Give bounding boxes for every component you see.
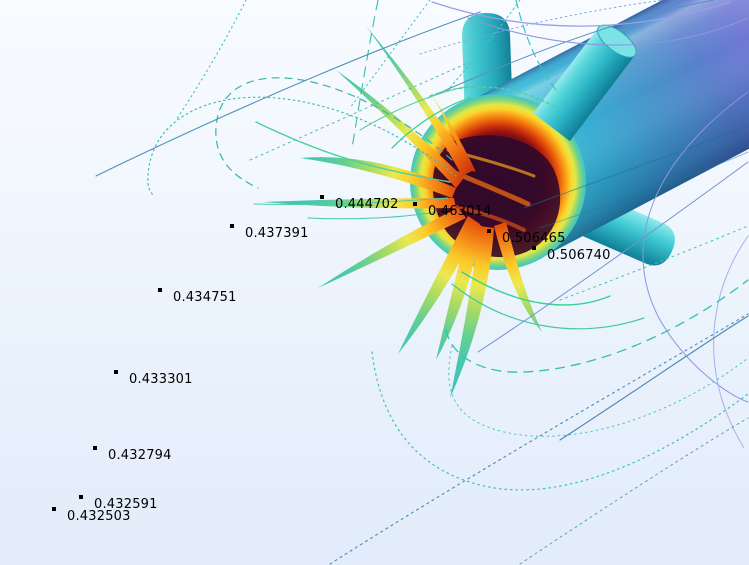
point-value: 0.433301 (129, 372, 193, 387)
streamlines (95, 0, 749, 565)
point-value: 0.444702 (335, 197, 399, 212)
point-value: 0.432591 (94, 497, 158, 512)
point-marker-icon (158, 288, 162, 292)
point-marker-icon (114, 370, 118, 374)
stub-upper-right (533, 24, 637, 142)
point-marker-icon (93, 446, 97, 450)
point-value: 0.432503 (67, 509, 131, 524)
point-value: 0.463014 (428, 204, 492, 219)
point-value: 0.506740 (547, 248, 611, 263)
point-marker-icon (79, 495, 83, 499)
point-value: 0.437391 (245, 226, 309, 241)
point-marker-icon (487, 229, 491, 233)
point-marker-icon (230, 224, 234, 228)
point-value: 0.434751 (173, 290, 237, 305)
point-marker-icon (320, 195, 324, 199)
point-value: 0.506465 (502, 231, 566, 246)
surface-streaks (523, 125, 749, 229)
point-marker-icon (413, 202, 417, 206)
point-marker-icon (532, 246, 536, 250)
point-marker-icon (52, 507, 56, 511)
point-value: 0.432794 (108, 448, 172, 463)
